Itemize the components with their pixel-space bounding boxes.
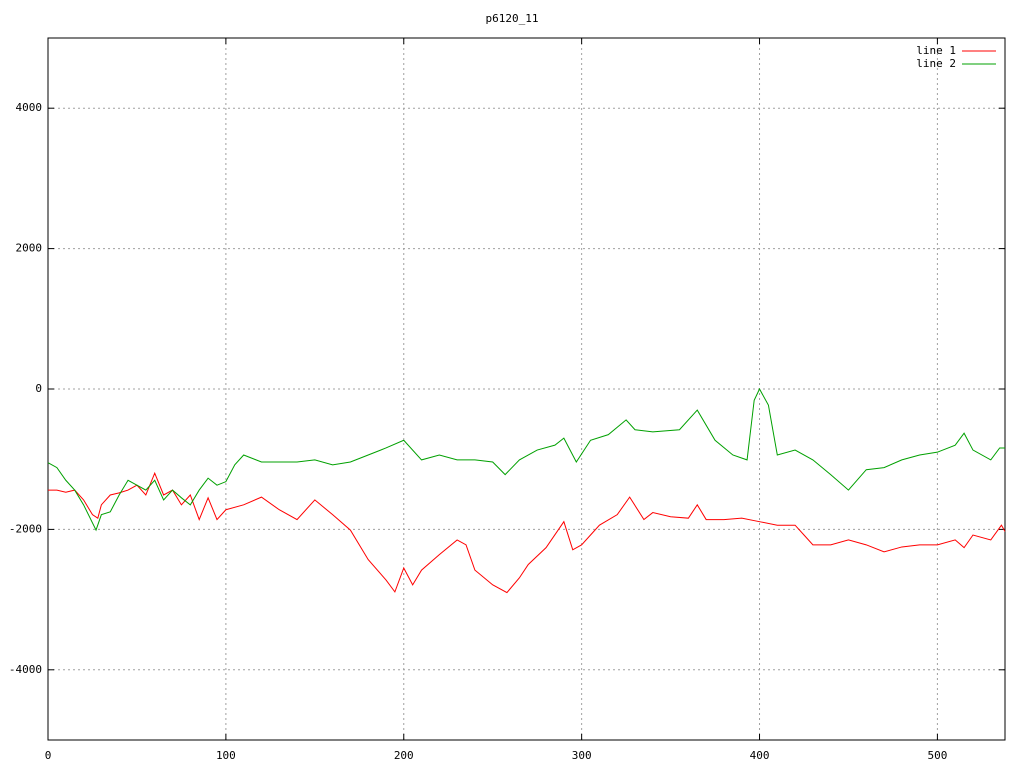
y-tick-label: 4000 <box>16 101 43 114</box>
x-tick-label: 200 <box>394 749 414 762</box>
legend-label: line 1 <box>916 44 956 57</box>
x-tick-label: 500 <box>927 749 947 762</box>
chart-title: p6120_11 <box>486 12 539 25</box>
y-tick-label: -4000 <box>9 663 42 676</box>
legend-label: line 2 <box>916 57 956 70</box>
x-tick-label: 0 <box>45 749 52 762</box>
data-line <box>48 471 1006 594</box>
data-line <box>47 387 1005 532</box>
x-tick-label: 100 <box>216 749 236 762</box>
x-tick-label: 300 <box>572 749 592 762</box>
plot-frame <box>47 37 1006 741</box>
y-tick-label: -2000 <box>9 522 42 535</box>
y-tick-label: 2000 <box>16 242 43 255</box>
x-tick-label: 400 <box>750 749 770 762</box>
y-tick-label: 0 <box>35 382 42 395</box>
